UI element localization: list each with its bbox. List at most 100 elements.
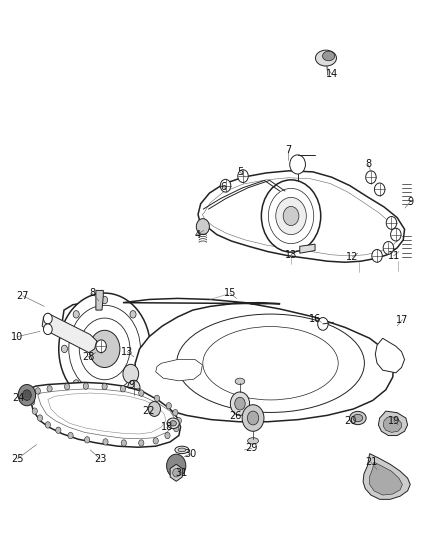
Circle shape [64, 383, 70, 390]
Circle shape [59, 293, 150, 405]
Circle shape [73, 311, 79, 318]
Text: 28: 28 [82, 352, 94, 362]
Polygon shape [155, 360, 202, 381]
Circle shape [166, 402, 171, 409]
Polygon shape [202, 177, 398, 256]
Circle shape [247, 411, 259, 425]
Circle shape [18, 384, 35, 406]
Circle shape [68, 432, 73, 439]
Circle shape [166, 454, 186, 478]
Text: 11: 11 [388, 251, 400, 261]
Circle shape [45, 422, 50, 428]
Circle shape [83, 383, 88, 389]
Ellipse shape [315, 50, 336, 66]
Ellipse shape [203, 327, 338, 400]
Circle shape [374, 183, 385, 196]
Text: 21: 21 [365, 457, 377, 467]
Circle shape [85, 437, 90, 443]
Text: 15: 15 [224, 288, 236, 298]
Text: 30: 30 [184, 449, 197, 458]
Circle shape [196, 219, 209, 235]
Ellipse shape [167, 418, 179, 429]
Circle shape [22, 390, 31, 400]
Text: 13: 13 [285, 250, 297, 260]
Ellipse shape [170, 421, 177, 426]
Polygon shape [170, 464, 182, 481]
Text: 9: 9 [129, 379, 135, 390]
Text: 18: 18 [161, 422, 173, 432]
Circle shape [130, 311, 136, 318]
Polygon shape [48, 393, 166, 434]
Polygon shape [383, 416, 402, 432]
Circle shape [238, 169, 248, 182]
Circle shape [96, 340, 106, 353]
Text: 8: 8 [89, 288, 95, 298]
Text: 9: 9 [407, 197, 413, 207]
Text: 19: 19 [388, 416, 400, 426]
Ellipse shape [177, 314, 364, 413]
Circle shape [73, 379, 79, 387]
Circle shape [37, 415, 42, 421]
Circle shape [318, 318, 328, 330]
Text: 24: 24 [12, 393, 25, 403]
Circle shape [139, 390, 144, 396]
Polygon shape [96, 290, 103, 310]
Polygon shape [300, 244, 315, 253]
Circle shape [130, 379, 136, 387]
Polygon shape [28, 382, 180, 447]
Circle shape [121, 440, 127, 446]
Circle shape [31, 390, 36, 396]
Circle shape [235, 397, 245, 410]
Ellipse shape [235, 378, 245, 384]
Text: 16: 16 [309, 313, 321, 324]
Circle shape [154, 395, 159, 401]
Polygon shape [42, 313, 97, 353]
Circle shape [142, 345, 148, 353]
Text: 10: 10 [11, 332, 23, 342]
Circle shape [89, 330, 120, 368]
Text: 25: 25 [11, 454, 24, 464]
Text: 20: 20 [344, 416, 356, 426]
Text: 8: 8 [365, 159, 371, 169]
Circle shape [29, 399, 35, 405]
Text: 6: 6 [220, 182, 226, 192]
Circle shape [128, 380, 140, 395]
Circle shape [230, 392, 250, 415]
Ellipse shape [322, 51, 335, 61]
Circle shape [283, 206, 299, 225]
Circle shape [148, 401, 160, 416]
Text: 13: 13 [121, 346, 134, 357]
Text: 4: 4 [194, 230, 200, 240]
Circle shape [102, 383, 107, 390]
Text: 23: 23 [94, 454, 106, 464]
Text: 22: 22 [142, 406, 155, 416]
Circle shape [391, 228, 401, 241]
Circle shape [69, 305, 141, 392]
Circle shape [242, 405, 264, 431]
Polygon shape [370, 462, 403, 495]
Circle shape [43, 313, 52, 324]
Text: 17: 17 [396, 314, 409, 325]
Polygon shape [363, 454, 410, 499]
Circle shape [386, 216, 397, 229]
Circle shape [123, 365, 139, 383]
Circle shape [61, 345, 67, 353]
Circle shape [261, 180, 321, 252]
Polygon shape [123, 298, 394, 422]
Circle shape [79, 318, 130, 379]
Circle shape [268, 188, 314, 244]
Text: 26: 26 [230, 411, 242, 422]
Text: 12: 12 [346, 252, 358, 262]
Circle shape [56, 427, 61, 433]
Circle shape [372, 249, 382, 262]
Ellipse shape [175, 446, 189, 454]
Polygon shape [375, 338, 405, 373]
Text: 7: 7 [285, 144, 291, 155]
Ellipse shape [350, 411, 366, 425]
Polygon shape [198, 171, 405, 262]
Circle shape [47, 385, 52, 392]
Circle shape [383, 241, 394, 254]
Circle shape [173, 425, 179, 432]
Circle shape [176, 417, 181, 424]
Polygon shape [38, 389, 174, 439]
